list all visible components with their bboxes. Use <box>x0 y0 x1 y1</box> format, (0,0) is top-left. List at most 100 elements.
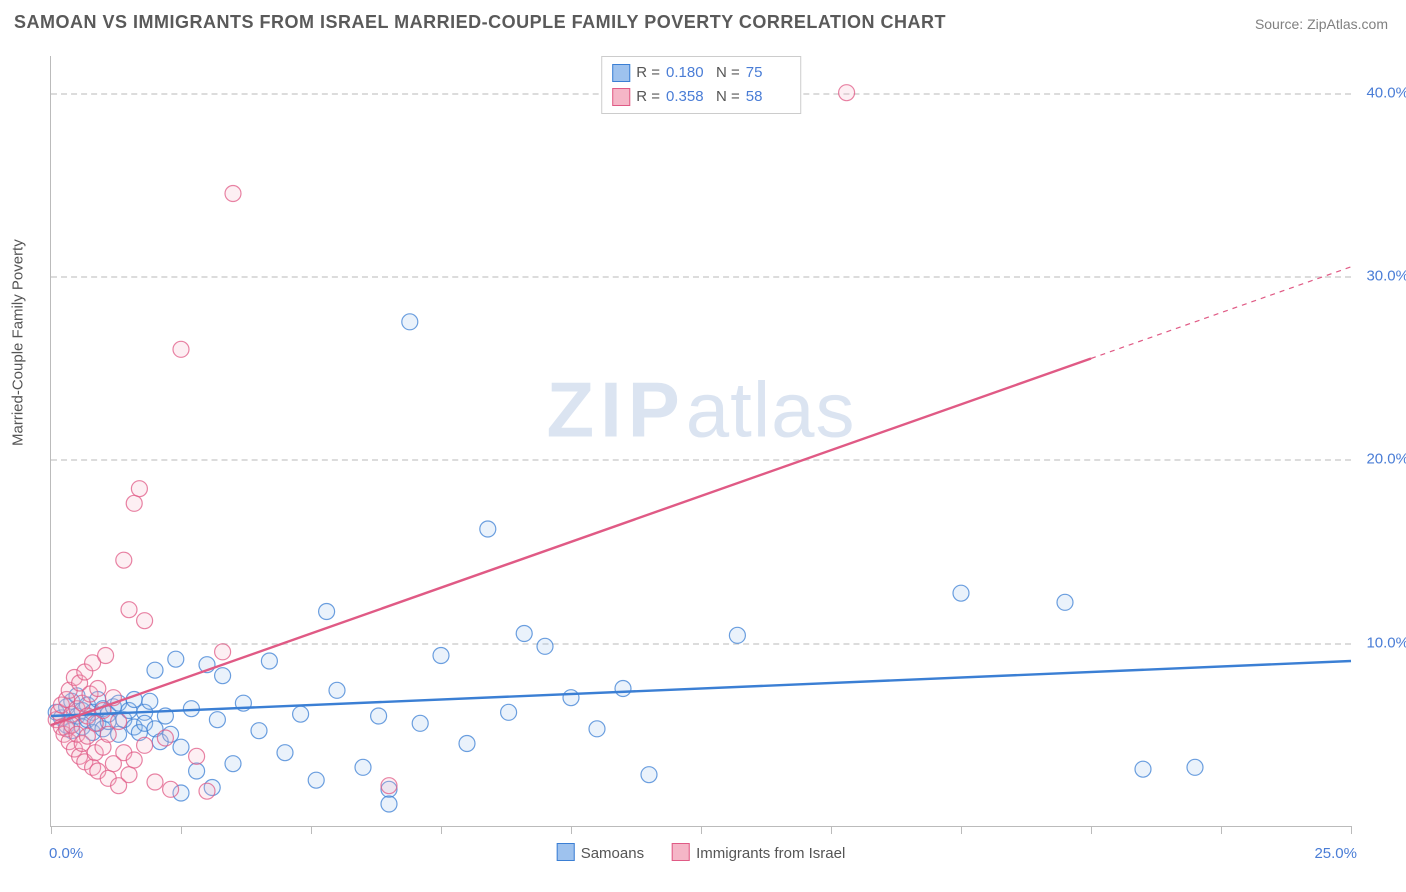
source-prefix: Source: <box>1255 16 1307 32</box>
x-tick <box>441 826 442 834</box>
legend-label-israel: Immigrants from Israel <box>696 845 845 862</box>
x-tick <box>571 826 572 834</box>
scatter-point-israel <box>173 341 189 357</box>
legend-item-samoans: Samoans <box>557 843 644 862</box>
scatter-point-samoans <box>293 706 309 722</box>
x-tick <box>1351 826 1352 834</box>
scatter-point-samoans <box>225 756 241 772</box>
scatter-point-samoans <box>537 638 553 654</box>
scatter-point-samoans <box>641 767 657 783</box>
scatter-point-israel <box>111 714 127 730</box>
legend-stats: R = 0.180 N = 75 R = 0.358 N = 58 <box>601 56 801 114</box>
scatter-point-samoans <box>433 648 449 664</box>
scatter-point-israel <box>189 748 205 764</box>
legend-swatch-israel <box>612 88 630 106</box>
scatter-point-israel <box>100 726 116 742</box>
scatter-svg-layer <box>51 56 1351 826</box>
legend-series: Samoans Immigrants from Israel <box>557 843 846 862</box>
y-tick-label: 30.0% <box>1366 268 1406 285</box>
scatter-point-samoans <box>589 721 605 737</box>
x-tick <box>51 826 52 834</box>
source-name: ZipAtlas.com <box>1307 16 1388 32</box>
scatter-point-samoans <box>189 763 205 779</box>
chart-title: SAMOAN VS IMMIGRANTS FROM ISRAEL MARRIED… <box>14 12 946 33</box>
scatter-point-samoans <box>1135 761 1151 777</box>
legend-stats-row-israel: R = 0.358 N = 58 <box>612 85 790 109</box>
scatter-point-israel <box>126 752 142 768</box>
scatter-point-samoans <box>953 585 969 601</box>
x-tick <box>831 826 832 834</box>
scatter-point-israel <box>163 781 179 797</box>
scatter-point-samoans <box>1057 594 1073 610</box>
scatter-point-israel <box>116 552 132 568</box>
legend-r-label: R = <box>636 85 660 109</box>
legend-label-samoans: Samoans <box>581 845 644 862</box>
scatter-point-samoans <box>147 662 163 678</box>
trendline-samoans <box>51 661 1351 716</box>
legend-stats-row-samoans: R = 0.180 N = 75 <box>612 61 790 85</box>
scatter-point-israel <box>131 481 147 497</box>
scatter-point-samoans <box>329 682 345 698</box>
y-tick-label: 20.0% <box>1366 451 1406 468</box>
trendline-extrapolated-israel <box>1091 267 1351 359</box>
scatter-point-samoans <box>355 759 371 775</box>
scatter-point-samoans <box>142 693 158 709</box>
scatter-point-samoans <box>402 314 418 330</box>
scatter-point-israel <box>137 737 153 753</box>
scatter-point-samoans <box>371 708 387 724</box>
x-tick <box>1091 826 1092 834</box>
legend-n-label: N = <box>716 85 740 109</box>
x-axis-max-label: 25.0% <box>1314 845 1357 862</box>
legend-n-label: N = <box>716 61 740 85</box>
scatter-point-samoans <box>173 739 189 755</box>
scatter-point-samoans <box>729 627 745 643</box>
scatter-point-samoans <box>319 604 335 620</box>
scatter-point-samoans <box>615 681 631 697</box>
y-tick-label: 40.0% <box>1366 84 1406 101</box>
y-tick-label: 10.0% <box>1366 634 1406 651</box>
x-tick <box>311 826 312 834</box>
legend-swatch-samoans <box>612 64 630 82</box>
scatter-point-samoans <box>480 521 496 537</box>
scatter-point-samoans <box>412 715 428 731</box>
scatter-point-israel <box>225 186 241 202</box>
scatter-point-samoans <box>277 745 293 761</box>
chart-container: SAMOAN VS IMMIGRANTS FROM ISRAEL MARRIED… <box>0 0 1406 892</box>
scatter-point-israel <box>147 774 163 790</box>
source-attribution: Source: ZipAtlas.com <box>1255 16 1388 32</box>
scatter-point-samoans <box>251 723 267 739</box>
legend-swatch-samoans-icon <box>557 843 575 861</box>
scatter-point-samoans <box>261 653 277 669</box>
legend-r-label: R = <box>636 61 660 85</box>
scatter-point-samoans <box>215 668 231 684</box>
scatter-point-samoans <box>168 651 184 667</box>
legend-n-value-samoans: 75 <box>746 61 790 85</box>
scatter-point-israel <box>90 681 106 697</box>
legend-n-value-israel: 58 <box>746 85 790 109</box>
scatter-point-israel <box>157 730 173 746</box>
scatter-point-samoans <box>501 704 517 720</box>
legend-r-value-samoans: 0.180 <box>666 61 710 85</box>
scatter-point-israel <box>137 613 153 629</box>
scatter-point-samoans <box>459 736 475 752</box>
y-axis-label: Married-Couple Family Poverty <box>10 239 27 446</box>
x-tick <box>1221 826 1222 834</box>
x-tick <box>701 826 702 834</box>
x-tick <box>961 826 962 834</box>
scatter-point-samoans <box>308 772 324 788</box>
scatter-point-israel <box>121 767 137 783</box>
scatter-point-samoans <box>209 712 225 728</box>
scatter-point-israel <box>121 602 137 618</box>
scatter-point-samoans <box>516 626 532 642</box>
scatter-point-samoans <box>1187 759 1203 775</box>
legend-swatch-israel-icon <box>672 843 690 861</box>
scatter-point-israel <box>98 648 114 664</box>
scatter-point-israel <box>126 495 142 511</box>
scatter-point-israel <box>381 778 397 794</box>
scatter-point-israel <box>199 783 215 799</box>
x-tick <box>181 826 182 834</box>
scatter-point-samoans <box>381 796 397 812</box>
legend-r-value-israel: 0.358 <box>666 85 710 109</box>
scatter-point-israel <box>839 85 855 101</box>
scatter-point-israel <box>215 644 231 660</box>
